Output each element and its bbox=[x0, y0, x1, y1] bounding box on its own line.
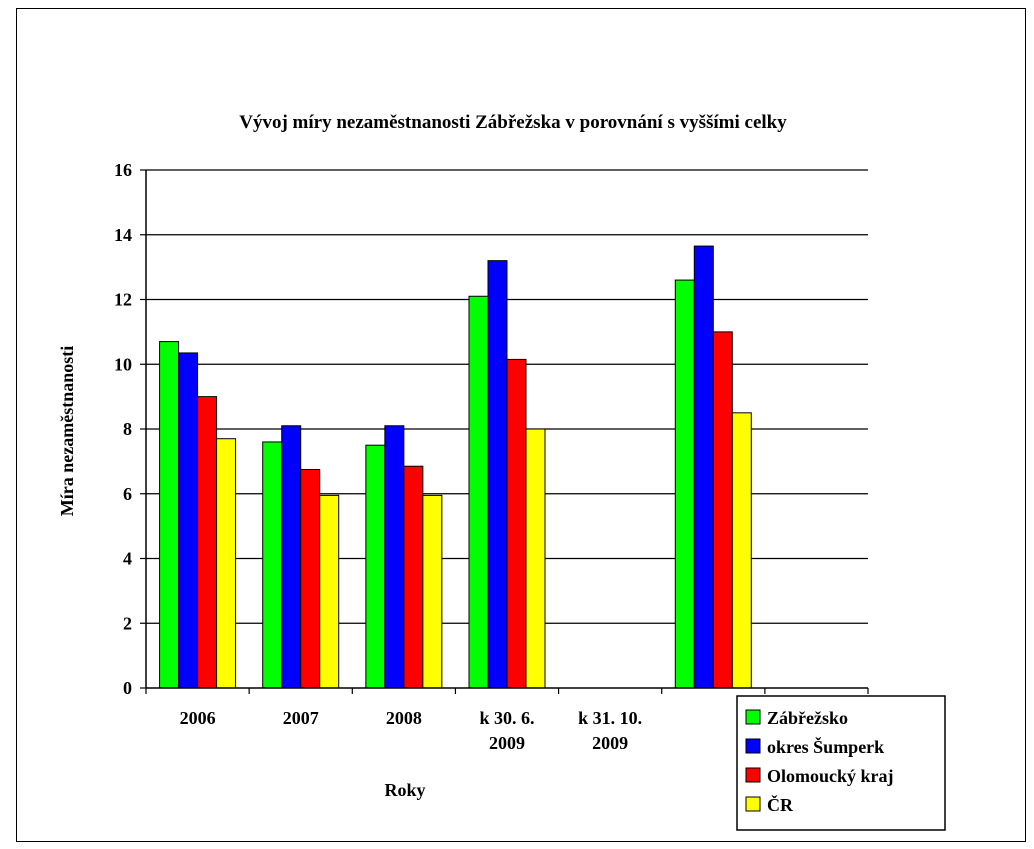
legend-swatch bbox=[745, 738, 761, 754]
bar bbox=[319, 494, 340, 689]
y-tick-label: 12 bbox=[114, 290, 132, 310]
bar bbox=[178, 352, 199, 689]
x-tick-labels: 2006 2007 2008 k 30. 6. 2009 k 31. 10. 2009 bbox=[180, 708, 643, 753]
bar bbox=[693, 245, 714, 689]
legend-swatch bbox=[745, 796, 761, 812]
bar bbox=[674, 279, 695, 689]
legend-label: okres Šumperk bbox=[767, 736, 884, 757]
y-tick-label: 10 bbox=[114, 354, 132, 374]
x-tick-label: 2008 bbox=[386, 708, 422, 728]
bars bbox=[159, 245, 752, 689]
y-tick-label: 14 bbox=[114, 225, 132, 245]
legend-label: Olomoucký kraj bbox=[767, 766, 894, 786]
y-axis-label: Míra nezaměstnanosti bbox=[57, 346, 77, 516]
y-tick-label: 0 bbox=[123, 678, 132, 698]
bar bbox=[300, 468, 321, 689]
x-tick-label: k 31. 10. bbox=[578, 708, 642, 728]
y-tick-label: 16 bbox=[114, 160, 132, 180]
axes bbox=[140, 169, 869, 694]
y-tick-label: 4 bbox=[123, 549, 132, 569]
bar bbox=[216, 438, 237, 689]
bar bbox=[384, 425, 405, 689]
bar bbox=[731, 412, 752, 689]
bar bbox=[403, 465, 424, 689]
bar bbox=[487, 260, 508, 689]
legend-label: ČR bbox=[767, 794, 794, 815]
x-axis-label: Roky bbox=[384, 780, 425, 800]
legend: Zábřežsko okres Šumperk Olomoucký kraj ČR bbox=[736, 695, 946, 831]
legend-swatch bbox=[745, 709, 761, 725]
bar bbox=[506, 358, 527, 689]
bar bbox=[159, 341, 180, 689]
bar bbox=[422, 494, 443, 689]
y-tick-labels: 0 2 4 6 8 10 12 14 16 bbox=[114, 160, 132, 698]
bar bbox=[525, 428, 546, 689]
chart-title: Vývoj míry nezaměstnanosti Zábřežska v p… bbox=[239, 112, 787, 133]
x-tick-label: 2009 bbox=[592, 733, 628, 753]
legend-swatch bbox=[745, 767, 761, 783]
x-tick-label: 2009 bbox=[489, 733, 525, 753]
bar bbox=[197, 396, 218, 689]
bar bbox=[712, 331, 733, 689]
legend-box bbox=[736, 695, 946, 831]
bar bbox=[468, 295, 489, 689]
bar bbox=[281, 425, 302, 689]
y-tick-label: 8 bbox=[123, 419, 132, 439]
y-tick-label: 2 bbox=[123, 613, 132, 633]
x-tick-label: 2006 bbox=[180, 708, 216, 728]
legend-label: Zábřežsko bbox=[767, 708, 848, 728]
bar bbox=[365, 444, 386, 689]
x-tick-label: k 30. 6. bbox=[479, 708, 534, 728]
y-tick-label: 6 bbox=[123, 484, 132, 504]
x-tick-label: 2007 bbox=[283, 708, 319, 728]
bar bbox=[262, 441, 283, 689]
